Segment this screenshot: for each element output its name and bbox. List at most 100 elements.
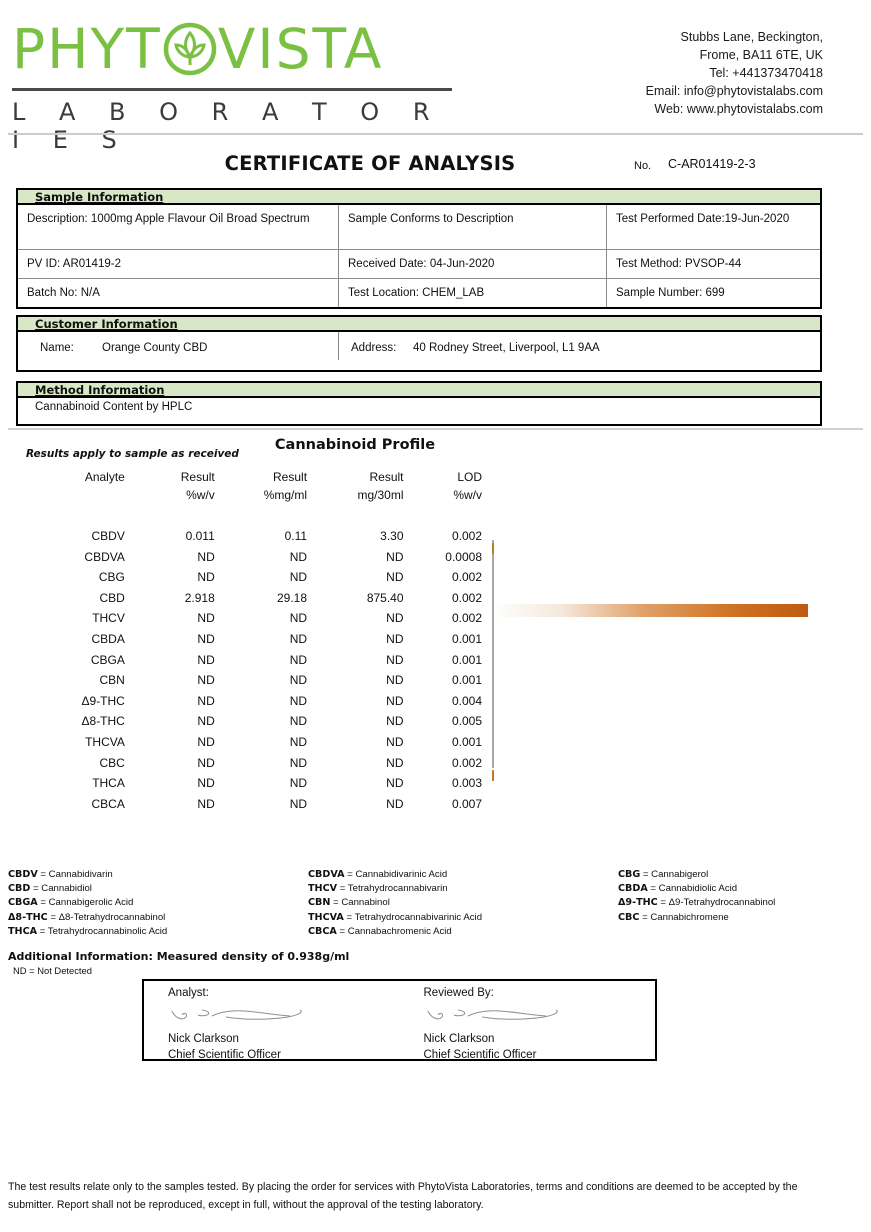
profile-title: Cannabinoid Profile: [274, 437, 436, 453]
analyte-result_mg30ml: 875.40: [366, 590, 404, 605]
analyte-result_wv: ND: [197, 755, 215, 770]
abbreviation-name: = Cannabidivarin: [37, 869, 113, 880]
analyte-result_wv: ND: [197, 734, 215, 749]
table-row: THCA ND ND ND 0.003: [0, 773, 500, 794]
analyte-lod: 0.005: [451, 714, 482, 729]
analyte-result_wv: ND: [197, 714, 215, 729]
analyte-result_mg30ml: ND: [386, 796, 404, 811]
abbreviation-item: CBD = Cannabidiol: [8, 882, 308, 896]
analyte-lod: 0.002: [451, 755, 482, 770]
abbreviation-item: CBC = Cannabichromene: [618, 911, 871, 925]
additional-information: Additional Information: Measured density…: [8, 950, 350, 963]
logo-text-post: VISTA: [217, 16, 384, 81]
abbreviation-code: CBCA: [308, 925, 337, 937]
sample-information-header: Sample Information: [16, 188, 822, 205]
analyte-lod: 0.004: [451, 693, 482, 708]
analyte-result_mg30ml: ND: [386, 652, 404, 667]
table-row: CBGA ND ND ND 0.001: [0, 650, 500, 671]
column-header-lod: LOD %w/v: [453, 470, 482, 502]
abbreviation-code: CBC: [618, 911, 640, 923]
received-date: Received Date: 04-Jun-2020: [338, 250, 606, 278]
analyte-result_mgml: ND: [289, 734, 308, 749]
analyst-signature-icon: [164, 1003, 400, 1031]
analyte-result_mg30ml: ND: [386, 673, 404, 688]
analyte-name: THCV: [92, 611, 125, 626]
analyte-lod: 0.001: [451, 631, 482, 646]
chart-tick: [492, 543, 494, 554]
abbreviation-item: CBDV = Cannabidivarin: [8, 868, 308, 882]
logo-wordmark: PHYT VISTA: [12, 18, 457, 80]
reviewer-name: Nick Clarkson: [423, 1033, 495, 1045]
logo-text-pre: PHYT: [12, 16, 162, 81]
analyte-result_mg30ml: ND: [386, 776, 404, 791]
batch-no: Batch No: N/A: [27, 287, 100, 299]
abbreviation-item: CBG = Cannabigerol: [618, 868, 871, 882]
abbreviation-item: CBDVA = Cannabidivarinic Acid: [308, 868, 618, 882]
customer-information-title: Customer Information: [35, 317, 178, 331]
logo-subtitle: L A B O R A T O R I E S: [12, 98, 443, 154]
analyte-lod: 0.003: [451, 776, 482, 791]
analyte-result_mg30ml: ND: [386, 755, 404, 770]
analyte-result_mgml: ND: [289, 549, 308, 564]
analyte-result_mgml: ND: [289, 755, 308, 770]
analyte-result_mgml: ND: [289, 570, 308, 585]
customer-name-cell: Name: Orange County CBD: [18, 332, 338, 360]
analyte-name: CBDV: [91, 529, 125, 543]
abbreviation-name: = Tetrahydrocannabinolic Acid: [37, 925, 168, 937]
analyte-lod: 0.001: [451, 652, 482, 667]
table-row: CBDV 0.011 0.11 3.30 0.002: [0, 526, 500, 547]
certificate-no-label: No.: [634, 160, 652, 172]
analyte-result_mgml: ND: [289, 611, 308, 626]
analyte-name: CBC: [99, 755, 125, 770]
analyte-result_mg30ml: ND: [386, 631, 404, 646]
analyst-signature-cell: Analyst: Nick Clarkson Chief Scientific …: [144, 981, 400, 1059]
analyte-name: CBCA: [91, 796, 125, 811]
section-gap: [16, 372, 822, 381]
address-line: Stubbs Lane, Beckington,: [680, 30, 823, 44]
abbreviation-item: THCV = Tetrahydrocannabivarin: [308, 882, 618, 896]
abbreviation-item: CBCA = Cannabachromenic Acid: [308, 925, 618, 939]
method-information-header: Method Information: [16, 381, 822, 398]
customer-address-cell: Address: 40 Rodney Street, Liverpool, L1…: [338, 332, 820, 360]
certificate-no-value: C-AR01419-2-3: [668, 157, 756, 171]
table-header-row: Analyte Result %w/v Result %mg/ml Result…: [0, 468, 500, 504]
analyte-lod: 0.0008: [445, 549, 482, 564]
customer-information-header: Customer Information: [16, 315, 822, 332]
analyte-lod: 0.007: [451, 796, 482, 811]
website-line: Web: www.phytovistalabs.com: [654, 102, 823, 116]
abbreviation-name: = Cannabigerolic Acid: [37, 897, 134, 909]
table-row: Δ9-THC ND ND ND 0.004: [0, 691, 500, 712]
analyte-name: CBD: [99, 590, 125, 605]
sample-conformance: Sample Conforms to Description: [338, 205, 606, 249]
abbreviation-item: THCVA = Tetrahydrocannabivarinic Acid: [308, 911, 618, 925]
test-location: Test Location: CHEM_LAB: [338, 279, 606, 307]
analyte-lod: 0.002: [451, 590, 482, 605]
table-row: CBC ND ND ND 0.002: [0, 753, 500, 774]
abbreviation-name: = Δ8-Tetrahydrocannabinol: [47, 911, 166, 923]
sample-information-table: Description: 1000mg Apple Flavour Oil Br…: [16, 205, 822, 309]
cannabinoid-results-table: Analyte Result %w/v Result %mg/ml Result…: [0, 468, 500, 814]
analyte-result_mg30ml: ND: [386, 549, 404, 564]
analyte-lod: 0.002: [451, 529, 482, 543]
method-information-table: Cannabinoid Content by HPLC: [16, 398, 822, 426]
abbreviation-column-2: CBDVA = Cannabidivarinic Acid THCV = Tetr…: [308, 868, 618, 939]
analyte-name: CBDA: [91, 631, 125, 646]
analyte-result_mgml: ND: [289, 652, 308, 667]
table-row: Description: 1000mg Apple Flavour Oil Br…: [18, 205, 820, 249]
analyte-name: CBG: [98, 570, 125, 585]
abbreviation-code: CBDV: [8, 869, 38, 880]
abbreviation-code: Δ8-THC: [8, 911, 48, 923]
footer-disclaimer: The test results relate only to the samp…: [8, 1181, 798, 1211]
customer-address-label: Address:: [351, 342, 397, 354]
analyte-lod: 0.002: [451, 611, 482, 626]
analyte-result_mgml: 29.18: [277, 590, 308, 605]
abbreviation-code: CBD: [8, 883, 31, 895]
abbreviation-name: = Tetrahydrocannabivarin: [337, 883, 448, 895]
results-table-head: Analyte Result %w/v Result %mg/ml Result…: [0, 468, 500, 504]
abbreviation-item: Δ8-THC = Δ8-Tetrahydrocannabinol: [8, 911, 308, 925]
abbreviation-name: = Cannabidivarinic Acid: [344, 869, 448, 880]
page-header: PHYT VISTA L A B O R A T O R I E S Stubb…: [0, 0, 871, 154]
analyst-label: Analyst:: [168, 987, 209, 999]
chromatogram-chart: [490, 468, 868, 781]
analyte-result_mg30ml: ND: [386, 570, 404, 585]
